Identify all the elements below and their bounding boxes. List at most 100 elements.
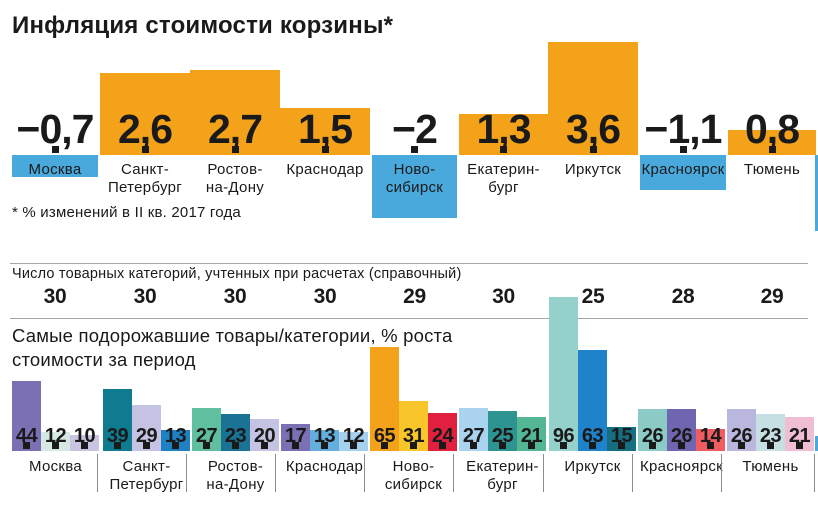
city-label-line: Красноярск	[639, 458, 724, 475]
riser-baseline-marker-icon	[52, 442, 59, 449]
riser-bar	[41, 432, 70, 451]
riser-bar	[310, 430, 339, 451]
riser-value-label: 24	[431, 425, 454, 447]
categories-count-value: 30	[133, 285, 157, 308]
city-label: Ново-сибирск	[360, 161, 469, 197]
city-label-line: бург	[487, 476, 518, 493]
bar-value-label: −2	[392, 106, 438, 152]
riser-baseline-marker-icon	[439, 442, 446, 449]
city-label-line: Ново-	[393, 161, 436, 178]
city-label: Ново-сибирск	[358, 458, 469, 494]
cluster-divider	[97, 454, 98, 492]
riser-value-label: 15	[610, 425, 633, 447]
city-label-line: Санкт-	[122, 458, 171, 475]
riser-baseline-marker-icon	[470, 442, 477, 449]
categories-count-value: 29	[760, 285, 784, 308]
city-label-line: Тюмень	[743, 161, 801, 178]
city-label-line: Екатерин-	[466, 458, 539, 475]
categories-count-value: 29	[403, 285, 426, 308]
riser-value-label: 14	[699, 425, 722, 447]
riser-value-label: 21	[788, 425, 811, 447]
riser-value-label: 17	[284, 425, 307, 447]
baseline-marker-icon	[411, 146, 418, 153]
section-rule-bottom	[10, 318, 808, 319]
city-label: Тюмень	[715, 458, 818, 476]
inflation-bar-negative	[372, 155, 457, 218]
baseline-marker-icon	[768, 146, 776, 153]
city-label-line: Иркутск	[564, 458, 621, 475]
inflation-chart: −0,7 Москва 2,6 Санкт- Петербург 2,7 Ростов-на…	[0, 42, 818, 218]
inflation-bar	[190, 70, 280, 155]
riser-baseline-marker-icon	[410, 442, 417, 449]
riser-baseline-marker-icon	[528, 442, 535, 449]
riser-value-label: 26	[730, 425, 753, 447]
riser-baseline-marker-icon	[678, 442, 685, 449]
riser-baseline-marker-icon	[114, 442, 121, 449]
riser-baseline-marker-icon	[23, 442, 30, 449]
riser-value-label: 27	[195, 425, 218, 447]
bar-value-label: 1,3	[476, 106, 532, 152]
city-label-line: Иркутск	[564, 161, 622, 178]
bar-value-label: 2,7	[208, 106, 263, 152]
city-label: Москва	[0, 458, 111, 476]
riser-baseline-marker-icon	[738, 442, 745, 449]
cluster-divider	[364, 454, 365, 492]
riser-value-label: 10	[73, 425, 96, 447]
riser-bar	[103, 389, 132, 451]
riser-value-label: 27	[462, 425, 485, 447]
city-label-line: Красноярск	[641, 161, 725, 178]
city-label: Красноярск	[626, 458, 737, 476]
riser-bar	[696, 429, 725, 451]
baseline-marker-icon	[589, 146, 597, 153]
city-label-line: бург	[488, 179, 519, 196]
city-label: Москва	[0, 161, 110, 179]
city-label-line: Краснодар	[286, 161, 364, 178]
city-label-line: Петербург	[109, 476, 184, 493]
city-label-line: Москва	[28, 458, 82, 475]
riser-value-label: 29	[135, 425, 158, 447]
baseline-marker-icon	[141, 146, 149, 153]
cluster-divider	[186, 454, 187, 492]
city-label-line: Екатерин-	[467, 161, 540, 178]
city-label-line: Москва	[28, 161, 82, 178]
riser-value-label: 26	[670, 425, 693, 447]
city-label-line: Ростов-	[207, 458, 264, 475]
riser-value-label: 23	[224, 425, 247, 447]
city-label-line: Краснодар	[285, 458, 364, 475]
riser-baseline-marker-icon	[172, 442, 179, 449]
city-label: Тюмень	[718, 161, 818, 179]
riser-bar	[339, 432, 368, 451]
cluster-divider	[275, 454, 276, 492]
riser-baseline-marker-icon	[796, 442, 803, 449]
riser-value-label: 26	[641, 425, 664, 447]
cluster-divider	[543, 454, 544, 492]
bar-value-label: −0,7	[16, 106, 95, 152]
categories-count-value: 30	[492, 285, 515, 308]
bar-value-label: 2,6	[118, 106, 173, 152]
riser-baseline-marker-icon	[292, 442, 299, 449]
categories-count-value: 30	[43, 285, 67, 308]
riser-bar	[370, 347, 399, 451]
inflation-bar	[100, 73, 190, 155]
riser-value-label: 20	[253, 425, 276, 447]
baseline-marker-icon	[500, 146, 507, 153]
cropped-bar-sliver-bottom	[815, 436, 818, 451]
cropped-bar-sliver-top	[815, 155, 818, 231]
riser-baseline-marker-icon	[649, 442, 656, 449]
inflation-bar-negative	[640, 155, 726, 190]
riser-value-label: 13	[164, 425, 187, 447]
bar-value-label: −1,1	[644, 106, 723, 152]
riser-baseline-marker-icon	[321, 442, 328, 449]
riser-value-label: 13	[313, 425, 336, 447]
riser-bar	[161, 430, 190, 451]
city-label-line: Тюмень	[742, 458, 799, 475]
city-label: Красноярск	[628, 161, 738, 179]
riser-baseline-marker-icon	[767, 442, 774, 449]
city-label: Краснодар	[269, 458, 380, 476]
riser-baseline-marker-icon	[350, 442, 357, 449]
baseline-marker-icon	[321, 146, 329, 153]
baseline-marker-icon	[231, 146, 239, 153]
riser-baseline-marker-icon	[203, 442, 210, 449]
bar-value-label: 3,6	[566, 106, 621, 152]
